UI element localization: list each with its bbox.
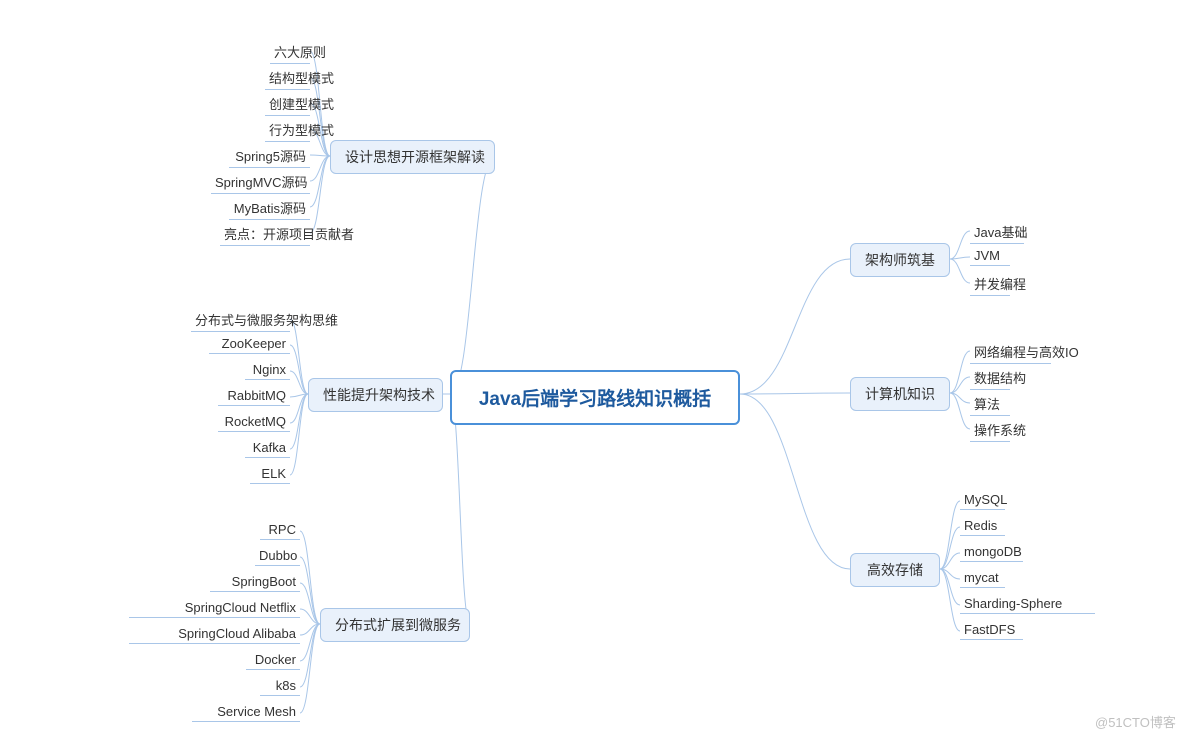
- leaf-b2-5: Kafka: [245, 438, 290, 458]
- leaf-b3-2: SpringBoot: [210, 572, 300, 592]
- leaf-b4-1: JVM: [970, 246, 1010, 266]
- leaf-b4-2: 并发编程: [970, 272, 1010, 296]
- leaf-b6-5: FastDFS: [960, 620, 1023, 640]
- branch-b2: 性能提升架构技术: [308, 378, 443, 412]
- leaf-b2-6: ELK: [250, 464, 290, 484]
- root-node: Java后端学习路线知识概括: [450, 370, 740, 425]
- leaf-b1-2: 创建型模式: [265, 92, 310, 116]
- branch-b3: 分布式扩展到微服务: [320, 608, 470, 642]
- leaf-b5-2: 算法: [970, 392, 1010, 416]
- leaf-b5-3: 操作系统: [970, 418, 1010, 442]
- watermark-text: @51CTO博客: [1095, 712, 1176, 731]
- leaf-b6-4: Sharding-Sphere: [960, 594, 1095, 614]
- leaf-b2-4: RocketMQ: [218, 412, 290, 432]
- leaf-b2-3: RabbitMQ: [218, 386, 290, 406]
- leaf-b3-3: SpringCloud Netflix: [129, 598, 300, 618]
- leaf-b6-0: MySQL: [960, 490, 1005, 510]
- leaf-b3-0: RPC: [260, 520, 300, 540]
- leaf-b3-7: Service Mesh: [192, 702, 300, 722]
- leaf-b1-1: 结构型模式: [265, 66, 310, 90]
- branch-b4: 架构师筑基: [850, 243, 950, 277]
- leaf-b4-0: Java基础: [970, 220, 1024, 244]
- leaf-b3-4: SpringCloud Alibaba: [129, 624, 300, 644]
- leaf-b3-1: Dubbo: [255, 546, 300, 566]
- branch-b6: 高效存储: [850, 553, 940, 587]
- leaf-b3-5: Docker: [246, 650, 300, 670]
- leaf-b6-3: mycat: [960, 568, 1005, 588]
- leaf-b6-1: Redis: [960, 516, 1005, 536]
- leaf-b5-1: 数据结构: [970, 366, 1010, 390]
- leaf-b1-5: SpringMVC源码: [211, 170, 310, 194]
- leaf-b1-6: MyBatis源码: [229, 196, 310, 220]
- leaf-b2-2: Nginx: [245, 360, 290, 380]
- leaf-b2-1: ZooKeeper: [209, 334, 290, 354]
- leaf-b5-0: 网络编程与高效IO: [970, 340, 1051, 364]
- leaf-b3-6: k8s: [260, 676, 300, 696]
- leaf-b1-0: 六大原则: [270, 40, 310, 64]
- leaf-b1-3: 行为型模式: [265, 118, 310, 142]
- branch-b1: 设计思想开源框架解读: [330, 140, 495, 174]
- leaf-b1-4: Spring5源码: [229, 144, 310, 168]
- leaf-b6-2: mongoDB: [960, 542, 1023, 562]
- branch-b5: 计算机知识: [850, 377, 950, 411]
- leaf-b1-7: 亮点：开源项目贡献者: [220, 222, 310, 246]
- leaf-b2-0: 分布式与微服务架构思维: [191, 308, 290, 332]
